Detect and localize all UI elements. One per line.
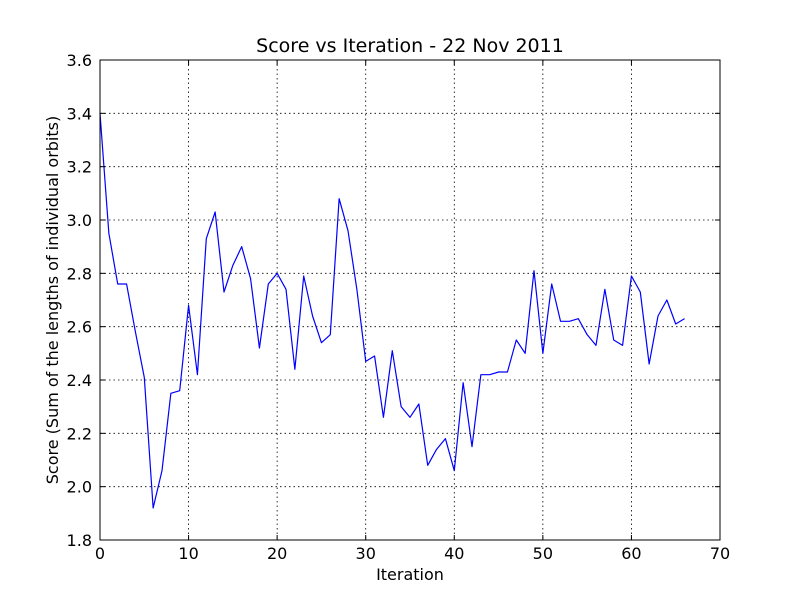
x-tick-label: 70 [710, 544, 730, 563]
y-tick-label: 3.4 [67, 104, 92, 123]
y-tick-label: 2.8 [67, 264, 92, 283]
x-tick-label: 10 [178, 544, 198, 563]
y-tick-label: 3.0 [67, 211, 92, 230]
y-tick-label: 1.8 [67, 531, 92, 550]
x-tick-label: 30 [356, 544, 376, 563]
y-tick-label: 2.0 [67, 478, 92, 497]
y-axis-label: Score (Sum of the lengths of individual … [43, 116, 62, 484]
x-tick-label: 50 [533, 544, 553, 563]
y-tick-label: 3.2 [67, 158, 92, 177]
x-axis-label: Iteration [376, 565, 444, 584]
y-tick-label: 2.2 [67, 424, 92, 443]
y-tick-label: 2.4 [67, 371, 92, 390]
grid [100, 60, 720, 540]
x-tick-label: 20 [267, 544, 287, 563]
chart-title: Score vs Iteration - 22 Nov 2011 [256, 35, 564, 57]
x-tick-label: 40 [444, 544, 464, 563]
x-tick-label: 60 [621, 544, 641, 563]
series-line [99, 113, 685, 509]
y-tick-label: 3.6 [67, 51, 92, 70]
plot-frame [99, 59, 721, 541]
series-layer [99, 113, 685, 509]
y-tick-label: 2.6 [67, 318, 92, 337]
x-tick-label: 0 [95, 544, 105, 563]
axis-ticks: 0 10 20 30 40 50 60 70 1.8 2.0 2.2 2.4 2.6 2.8 3.0 3.2 3… [67, 51, 731, 563]
